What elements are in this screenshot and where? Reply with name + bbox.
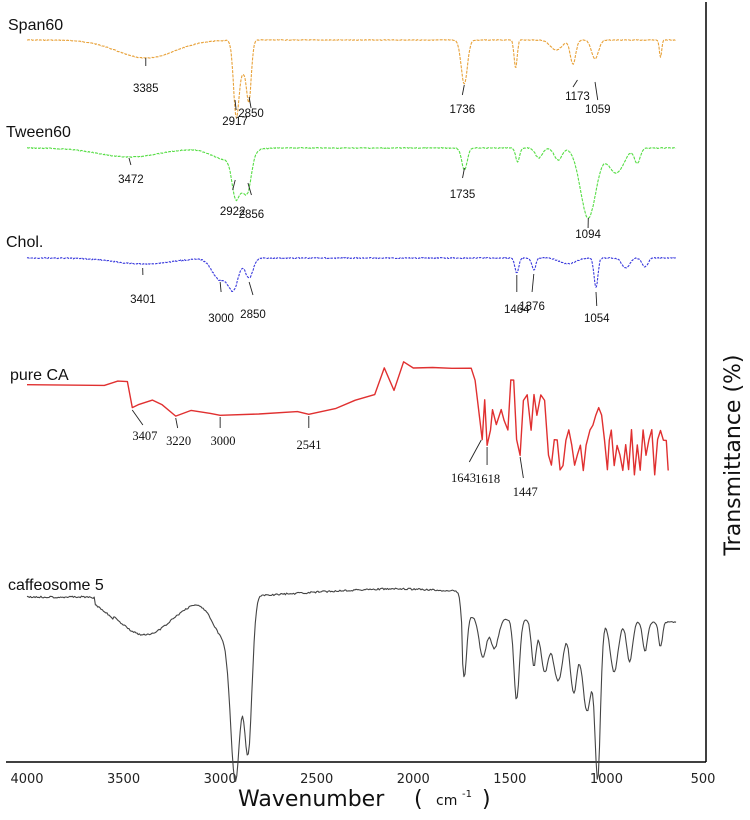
peak-marker — [219, 281, 222, 293]
peak-marker — [128, 157, 132, 166]
x-tick-label: 3000 — [204, 772, 237, 787]
peak-label: 2856 — [239, 209, 265, 221]
peak-label: 2850 — [240, 309, 266, 321]
peak-marker — [461, 84, 465, 96]
peak-marker — [131, 409, 144, 426]
peak-label: 3401 — [130, 294, 156, 306]
peak-label: 2541 — [296, 438, 321, 452]
series-line — [27, 39, 677, 119]
series-name-label: pure CA — [10, 367, 69, 384]
series-name-label: Span60 — [8, 17, 63, 34]
series-name-label: caffeosome 5 — [8, 577, 104, 594]
peak-marker — [248, 96, 252, 109]
peak-label: 1447 — [513, 485, 538, 499]
peak-marker — [572, 79, 578, 88]
y-axis-title: Transmittance (%) — [721, 354, 746, 556]
peak-label: 3407 — [132, 429, 157, 443]
x-axis-unit: cm — [436, 793, 457, 809]
peak-label: 3000 — [211, 434, 236, 448]
x-tick-label: 2500 — [300, 772, 333, 787]
peak-label: 1735 — [450, 189, 476, 201]
peak-label: 1054 — [584, 313, 610, 325]
peak-label: 3220 — [166, 434, 191, 448]
peak-marker — [175, 417, 179, 429]
x-axis-paren-open: ( — [414, 787, 423, 812]
x-axis-title: Wavenumber ( cm -1 ) — [238, 787, 491, 812]
peak-label: 1376 — [519, 301, 545, 313]
peak-marker — [248, 281, 254, 296]
peak-label: 1094 — [575, 229, 601, 241]
peak-marker — [468, 439, 482, 463]
peak-label: 3000 — [208, 313, 234, 325]
peak-marker — [234, 99, 237, 111]
series-4: caffeosome 5 — [8, 577, 677, 782]
peak-marker — [595, 291, 598, 307]
x-tick-label: 4000 — [10, 772, 43, 787]
x-axis-paren-close: ) — [482, 787, 491, 812]
peak-label: 2850 — [238, 108, 264, 120]
x-tick-label: 2000 — [397, 772, 430, 787]
peak-label: 3385 — [133, 83, 159, 95]
peak-marker — [594, 81, 599, 101]
peak-label: 2922 — [220, 206, 246, 218]
x-tick-labels: 4000 3500 3000 2500 2000 1500 1000 500 — [10, 772, 715, 787]
peak-marker — [247, 182, 252, 196]
peak-label: 1643 — [451, 471, 476, 485]
x-tick-label: 3500 — [107, 772, 140, 787]
peak-label: 1464 — [504, 304, 530, 316]
x-axis-unit-sup: -1 — [462, 789, 472, 800]
x-tick-label: 1500 — [493, 772, 526, 787]
series-3: pure CA 3407 3220 3000 2541 1643 1618 1447 — [10, 361, 669, 499]
peak-label: 3472 — [118, 174, 144, 186]
series-name-label: Tween60 — [6, 124, 71, 141]
peak-label: 1173 — [565, 91, 590, 103]
peak-marker — [519, 456, 524, 479]
series-line — [26, 256, 677, 292]
series-line — [27, 147, 677, 219]
x-tick-label: 1000 — [590, 772, 623, 787]
series-line — [26, 361, 669, 476]
peak-label: 1618 — [475, 472, 500, 486]
peak-marker — [531, 273, 535, 293]
x-tick-label: 500 — [691, 772, 716, 787]
series-line — [26, 587, 677, 782]
series-name-label: Chol. — [6, 234, 43, 251]
peak-label: 1059 — [585, 104, 611, 116]
peak-marker — [462, 167, 465, 179]
peak-label: 1736 — [450, 104, 476, 116]
peak-label: 2917 — [222, 116, 248, 128]
peak-marker — [232, 179, 236, 191]
x-axis-title-text: Wavenumber — [238, 787, 385, 812]
